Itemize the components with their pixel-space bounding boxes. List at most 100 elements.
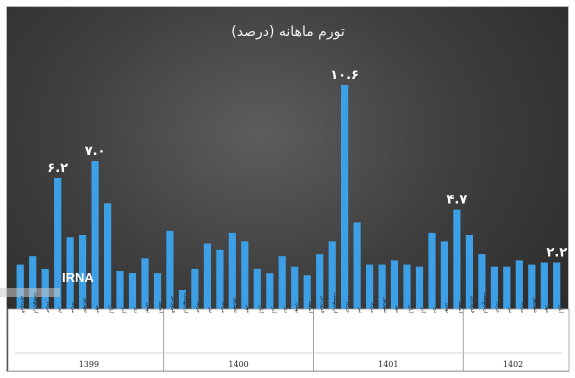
bar-26 (341, 85, 349, 309)
month-tick-7: آبان (108, 305, 115, 314)
data-label-6: ۷.۰ (85, 144, 106, 159)
month-tick-13: اردیبهشت (182, 292, 188, 313)
bar-1 (29, 256, 37, 309)
bar-14 (191, 268, 199, 309)
bar-32 (415, 266, 424, 309)
chart-title: تورم ماهانه (درصد) (231, 24, 345, 40)
bar-12 (166, 230, 174, 309)
month-tick-29: شهریور (382, 296, 388, 313)
data-label-3: ۶.۲ (47, 161, 68, 176)
month-tick-16: مرداد (220, 302, 226, 314)
bar-29 (378, 264, 386, 309)
bar-3 (54, 178, 62, 309)
month-tick-35: اسفند (457, 301, 463, 313)
bar-25 (328, 241, 336, 309)
month-tick-28: مرداد (370, 302, 376, 314)
month-tick-6: مهر (95, 304, 101, 313)
bar-33 (428, 232, 436, 309)
data-label-26: ۱۰.۶ (330, 68, 359, 83)
bar-13 (178, 290, 186, 309)
month-tick-17: شهریور (232, 296, 238, 313)
month-tick-21: دی (282, 307, 288, 313)
month-tick-39: تیر (507, 306, 513, 313)
month-tick-37: اردیبهشت (482, 292, 488, 313)
month-tick-30: مهر (395, 304, 401, 313)
bar-31 (403, 264, 411, 309)
month-tick-3: تیر (58, 306, 64, 313)
bar-0 (16, 264, 24, 309)
month-tick-38: خرداد (494, 301, 500, 313)
month-tick-4: مرداد (70, 302, 76, 314)
bar-41 (528, 264, 536, 309)
data-label-group: ۶.۲ ۷.۰ ۱۰.۶ ۴.۷ ۲.۲ (47, 68, 567, 261)
bar-6 (91, 161, 99, 309)
x-axis-panel: فروردین اردیبهشت خرداد تیر مرداد شهریور مهر آبا… (7, 292, 570, 372)
month-tick-36: فروردین (469, 296, 475, 314)
month-tick-15: تیر (207, 306, 213, 313)
bar-28 (366, 264, 374, 309)
bar-4 (66, 237, 74, 309)
bar-23 (303, 275, 311, 309)
month-tick-27: تیر (357, 306, 363, 313)
month-tick-26: خرداد (345, 301, 351, 313)
bar-7 (104, 203, 112, 309)
month-tick-31: آبان (407, 305, 414, 314)
bar-24 (316, 254, 324, 309)
bar-34 (440, 241, 448, 309)
bar-15 (203, 243, 211, 309)
month-tick-40: مرداد (519, 302, 525, 314)
bar-11 (153, 273, 162, 309)
bar-21 (278, 256, 286, 309)
month-tick-20: آذر (270, 306, 277, 314)
month-tick-2: خرداد (45, 301, 51, 313)
month-tick-24: فروردین (320, 296, 326, 314)
bar-10 (141, 258, 149, 309)
month-tick-9: دی (133, 307, 139, 313)
bar-43 (553, 262, 561, 309)
bar-30 (390, 260, 399, 309)
month-tick-18: مهر (245, 304, 251, 313)
month-tick-12: فروردین (170, 296, 176, 314)
year-label-1401: 1401 (378, 360, 398, 369)
bar-17 (228, 232, 236, 309)
month-tick-1: اردیبهشت (33, 292, 39, 313)
bar-35 (453, 209, 461, 309)
month-tick-14: خرداد (195, 301, 201, 313)
bar-22 (291, 266, 299, 309)
bar-27 (353, 222, 361, 309)
month-tick-19: آبان (257, 305, 264, 314)
bar-19 (253, 268, 261, 309)
bar-5 (79, 235, 87, 309)
bar-42 (540, 262, 548, 309)
month-tick-10: بهمن (145, 303, 151, 313)
month-tick-23: اسفند (307, 301, 313, 313)
month-tick-41: شهریور (532, 296, 538, 313)
month-tick-32: آذر (420, 306, 427, 314)
data-label-35: ۴.۷ (446, 193, 467, 208)
bar-18 (241, 241, 249, 309)
month-tick-25: اردیبهشت (332, 292, 338, 313)
bar-8 (116, 271, 124, 309)
bar-37 (478, 254, 486, 309)
year-label-1402: 1402 (503, 360, 523, 369)
year-label-1400: 1400 (228, 360, 248, 369)
month-tick-34: بهمن (445, 303, 451, 313)
month-tick-11: اسفند (158, 301, 164, 313)
watermark-band (0, 288, 60, 297)
axis-panel-background (7, 308, 570, 372)
month-tick-42: مهر (544, 304, 550, 313)
bar-20 (266, 273, 274, 309)
month-tick-33: دی (432, 307, 438, 313)
month-tick-5: شهریور (83, 296, 89, 313)
month-tick-43: آبان (557, 305, 564, 314)
bar-9 (128, 273, 137, 309)
data-label-43: ۲.۲ (546, 246, 567, 261)
year-label-1399: 1399 (79, 360, 99, 369)
month-tick-22: بهمن (295, 303, 301, 313)
bar-39 (503, 266, 511, 309)
bar-16 (216, 249, 224, 309)
bar-36 (465, 235, 473, 309)
irna-watermark: IRNA (62, 270, 94, 285)
month-tick-8: آذر (120, 306, 127, 314)
